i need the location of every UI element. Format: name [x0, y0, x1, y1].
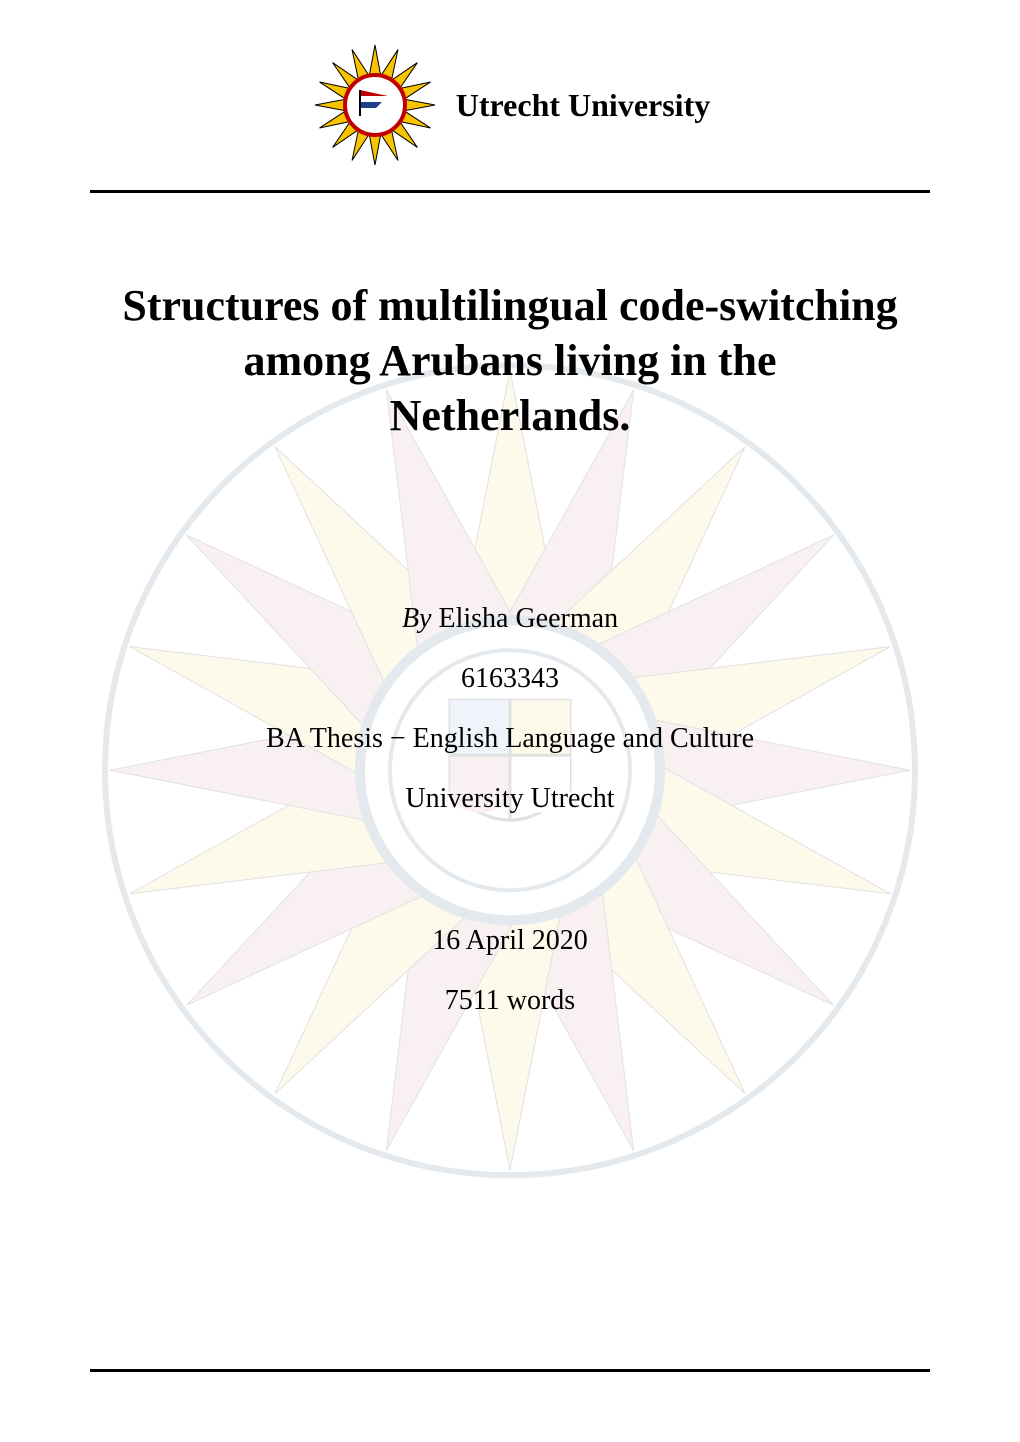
- author-line: By Elisha Geerman: [90, 603, 930, 635]
- title-page: Utrecht University: [0, 0, 1020, 1442]
- wordcount-line: 7511 words: [90, 985, 930, 1017]
- meta-block: By Elisha Geerman 6163343 BA Thesis − En…: [90, 603, 930, 1017]
- header: Utrecht University: [90, 40, 930, 190]
- uu-logo-icon: [310, 40, 440, 170]
- institution-name: Utrecht University: [456, 87, 710, 124]
- bottom-rule: [90, 1369, 930, 1372]
- title-line-1: Structures of multilingual code-switchin…: [122, 281, 897, 330]
- date-line: 16 April 2020: [90, 925, 930, 957]
- top-rule: [90, 190, 930, 193]
- title-block: Structures of multilingual code-switchin…: [90, 278, 930, 443]
- author-name: Elisha Geerman: [438, 603, 618, 634]
- title-line-2: among Arubans living in the: [243, 336, 776, 385]
- title-line-3: Netherlands.: [390, 391, 631, 440]
- by-prefix: By: [402, 603, 432, 634]
- thesis-type: BA Thesis − English Language and Culture: [90, 723, 930, 755]
- university-line: University Utrecht: [90, 783, 930, 815]
- thesis-title: Structures of multilingual code-switchin…: [90, 278, 930, 443]
- student-number: 6163343: [90, 663, 930, 695]
